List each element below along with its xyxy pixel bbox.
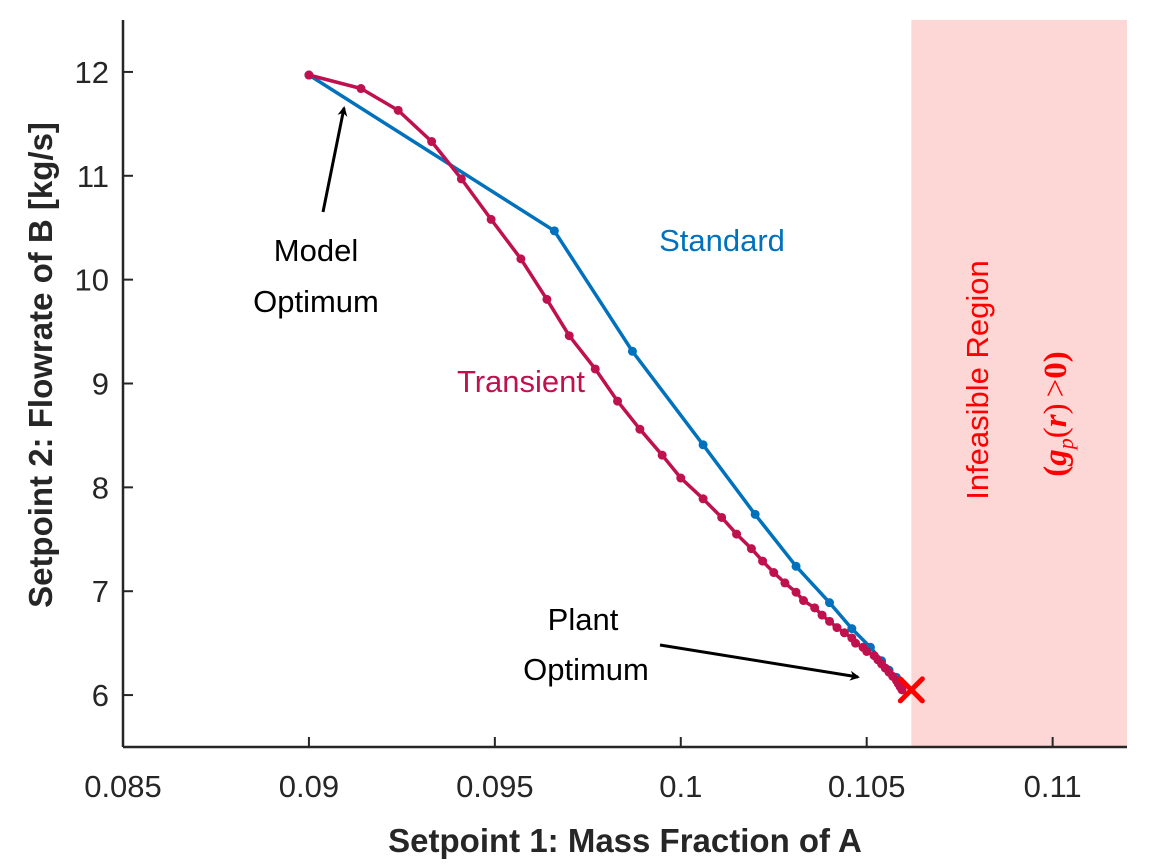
data-point-transient: [798, 596, 808, 606]
data-point-transient: [542, 294, 552, 304]
data-point-transient: [356, 84, 366, 94]
series-standard: [304, 70, 907, 690]
y-axis-title: Setpoint 2: Flowrate of B [kg/s]: [22, 122, 59, 608]
data-point-transient: [825, 616, 835, 626]
data-point-transient: [746, 544, 756, 554]
model-optimum-label-line1: Model: [274, 233, 358, 268]
data-point-standard: [627, 346, 637, 356]
y-tick-label: 8: [92, 470, 109, 505]
x-tick-label: 0.09: [279, 769, 339, 804]
x-tick-label: 0.1: [659, 769, 702, 804]
data-point-transient: [564, 331, 574, 341]
data-point-transient: [851, 638, 861, 648]
y-tick-label: 10: [75, 263, 109, 298]
y-tick-label: 11: [77, 159, 109, 194]
infeasible-region: [911, 20, 1127, 747]
data-point-standard: [825, 598, 835, 608]
data-point-transient: [791, 587, 801, 597]
data-point-transient: [657, 450, 667, 460]
y-tick-label: 12: [75, 55, 109, 90]
data-point-transient: [732, 529, 742, 539]
infeasible-region-condition: (gp(r)>0): [1038, 351, 1078, 476]
plant-optimum-label-line2: Optimum: [523, 652, 649, 687]
x-axis-ticks: 0.085 0.09 0.095 0.1 0.105 0.11: [84, 737, 1082, 804]
series-transient: [304, 70, 907, 695]
data-point-transient: [393, 105, 403, 115]
data-point-transient: [817, 610, 827, 620]
plant-optimum-marker: [897, 676, 925, 704]
data-point-transient: [769, 568, 779, 578]
y-axis-ticks: 6 7 8 9 10 11 12: [75, 55, 133, 713]
infeasible-region-title: Infeasible Region: [960, 260, 995, 500]
data-point-transient: [613, 396, 623, 406]
series-line-standard: [307, 73, 904, 686]
data-point-transient: [427, 137, 437, 147]
data-point-transient: [590, 364, 600, 374]
data-point-transient: [516, 254, 526, 264]
x-tick-label: 0.085: [84, 769, 162, 804]
plant-optimum-cross-stroke: [897, 676, 925, 704]
transient-label: Transient: [457, 364, 585, 399]
data-point-transient: [862, 646, 872, 656]
plant-optimum-arrow: [659, 643, 860, 681]
data-point-transient: [810, 603, 820, 613]
data-point-standard: [698, 440, 708, 450]
y-tick-label: 9: [92, 367, 109, 402]
x-tick-label: 0.11: [1024, 769, 1082, 804]
model-optimum-arrow: [321, 106, 348, 213]
data-point-transient: [676, 473, 686, 483]
y-tick-label: 7: [92, 574, 109, 609]
data-point-transient: [832, 623, 842, 633]
series-line-transient: [308, 73, 904, 691]
svg-text:(gp(r)>0): (gp(r)>0): [1038, 351, 1078, 476]
x-tick-label: 0.095: [456, 769, 534, 804]
data-point-transient: [839, 628, 849, 638]
x-tick-label: 0.105: [828, 769, 906, 804]
data-point-transient: [635, 424, 645, 434]
data-point-standard: [847, 624, 857, 634]
data-point-transient: [304, 70, 314, 80]
x-axis-title: Setpoint 1: Mass Fraction of A: [388, 822, 862, 859]
data-point-transient: [486, 214, 496, 224]
y-tick-label: 6: [92, 678, 109, 713]
series-layer: [304, 70, 907, 695]
plant-optimum-label-line1: Plant: [548, 602, 619, 637]
data-point-standard: [549, 226, 559, 236]
data-point-transient: [456, 174, 466, 184]
data-point-standard: [791, 561, 801, 571]
data-point-transient: [717, 512, 727, 522]
model-optimum-label-line2: Optimum: [253, 284, 379, 319]
data-point-transient: [758, 556, 768, 566]
data-point-transient: [780, 578, 790, 588]
data-point-transient: [698, 494, 708, 504]
data-point-transient: [897, 685, 907, 695]
standard-label: Standard: [659, 223, 785, 258]
data-point-standard: [750, 509, 760, 519]
